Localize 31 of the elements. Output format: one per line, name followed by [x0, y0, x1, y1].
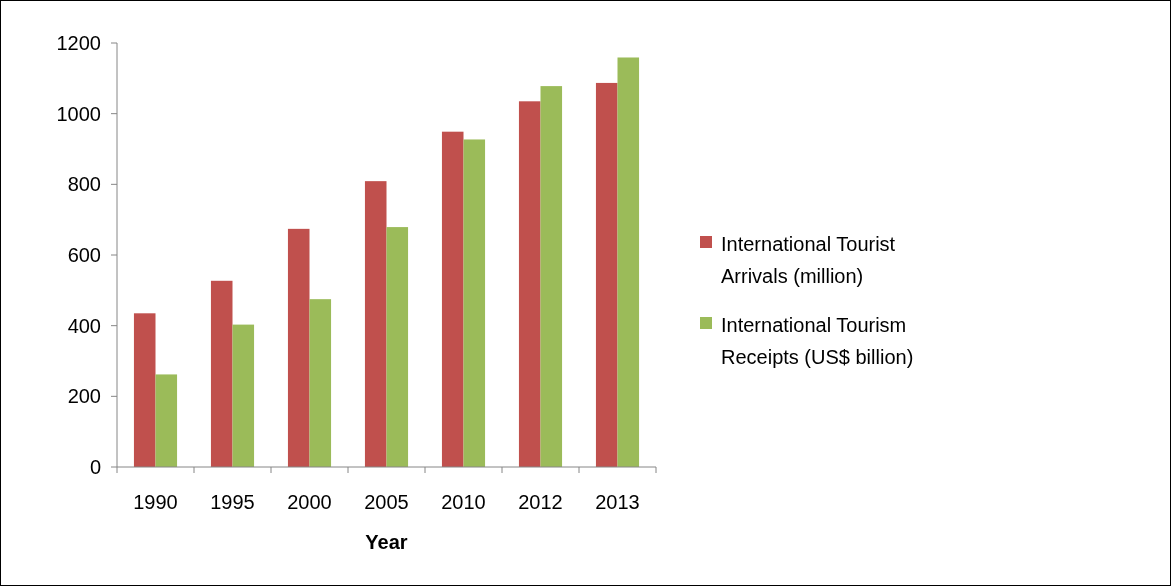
bar [364, 181, 387, 467]
y-tick-label: 600 [67, 244, 101, 266]
x-tick-label: 2000 [287, 491, 332, 513]
y-tick-label: 800 [67, 173, 101, 196]
y-tick-label: 0 [89, 456, 101, 478]
bar [133, 313, 156, 467]
bar [595, 82, 618, 467]
x-tick-label: 2005 [364, 491, 409, 513]
y-tick-label: 400 [67, 314, 101, 337]
bar [232, 324, 255, 467]
y-tick-label: 1200 [56, 32, 101, 54]
bar [518, 101, 541, 467]
bar [287, 228, 310, 467]
bar [617, 57, 640, 467]
y-tick-label: 200 [67, 385, 101, 408]
bar [309, 299, 332, 467]
legend-label: International Tourist Arrivals (million) [721, 233, 896, 287]
bar [463, 139, 486, 467]
bar [540, 86, 563, 467]
bar [386, 227, 409, 467]
x-axis-title: Year [365, 531, 408, 553]
bar [441, 131, 464, 467]
x-tick-label: 1995 [210, 491, 255, 513]
x-tick-label: 1990 [133, 491, 178, 513]
x-tick-label: 2013 [595, 491, 640, 513]
y-tick-label: 1000 [56, 102, 101, 125]
bar [210, 280, 233, 467]
bar [155, 374, 178, 467]
x-tick-label: 2010 [441, 491, 486, 513]
x-tick-label: 2012 [518, 491, 563, 513]
legend-label: International Tourism Receipts (US$ billion) [721, 314, 914, 368]
